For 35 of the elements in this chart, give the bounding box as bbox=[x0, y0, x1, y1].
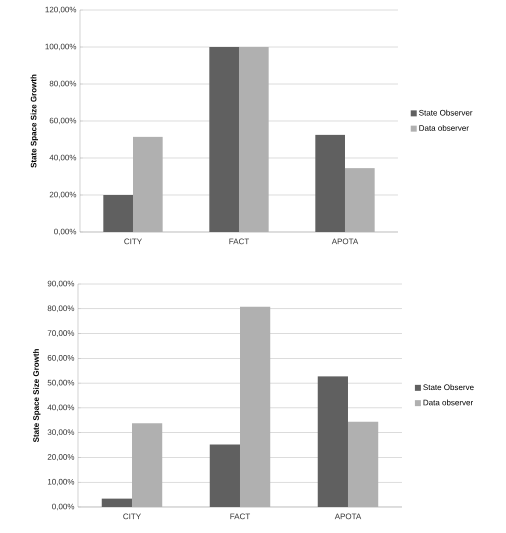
y-tick-label: 20,00% bbox=[50, 192, 76, 198]
y-tick-label: 80,00% bbox=[48, 305, 74, 312]
x-tick-label: FACT bbox=[229, 238, 250, 244]
x-tick-label: FACT bbox=[230, 514, 250, 520]
y-axis-title: State Space Size Growth bbox=[30, 74, 38, 168]
legend-label: Data observer bbox=[424, 399, 473, 406]
bar bbox=[102, 498, 132, 507]
legend-label: State Observer bbox=[419, 110, 472, 116]
bar bbox=[103, 195, 133, 232]
y-tick-label: 50,00% bbox=[48, 380, 74, 386]
x-tick-label: CITY bbox=[123, 514, 141, 520]
y-tick-label: 0,00% bbox=[54, 228, 76, 236]
y-tick-label: 10,00% bbox=[48, 478, 74, 486]
y-tick-label: 80,00% bbox=[50, 80, 76, 88]
x-tick-label: CITY bbox=[124, 238, 142, 244]
y-tick-label: 0,00% bbox=[52, 504, 74, 510]
y-tick-label: 100,00% bbox=[45, 44, 76, 50]
y-tick-label: 30,00% bbox=[48, 429, 74, 436]
y-tick-label: 40,00% bbox=[48, 404, 74, 412]
x-tick-label: APOTA bbox=[332, 238, 358, 244]
y-axis-title: State Space Size Growth bbox=[33, 349, 40, 442]
bar bbox=[210, 444, 240, 507]
legend-label: Data observer bbox=[419, 124, 469, 131]
y-tick-label: 120,00% bbox=[45, 6, 76, 14]
y-tick-label: 90,00% bbox=[48, 280, 74, 288]
y-tick-label: 60,00% bbox=[50, 118, 76, 124]
y-tick-label: 70,00% bbox=[48, 330, 74, 337]
bar bbox=[209, 47, 239, 232]
legend-label: State Observe bbox=[423, 384, 474, 390]
y-tick-label: 20,00% bbox=[48, 454, 74, 461]
y-tick-label: 60,00% bbox=[48, 355, 74, 362]
bar bbox=[318, 376, 348, 507]
x-tick-label: APOTA bbox=[334, 514, 362, 520]
y-tick-label: 40,00% bbox=[50, 154, 76, 162]
bar bbox=[315, 134, 345, 232]
